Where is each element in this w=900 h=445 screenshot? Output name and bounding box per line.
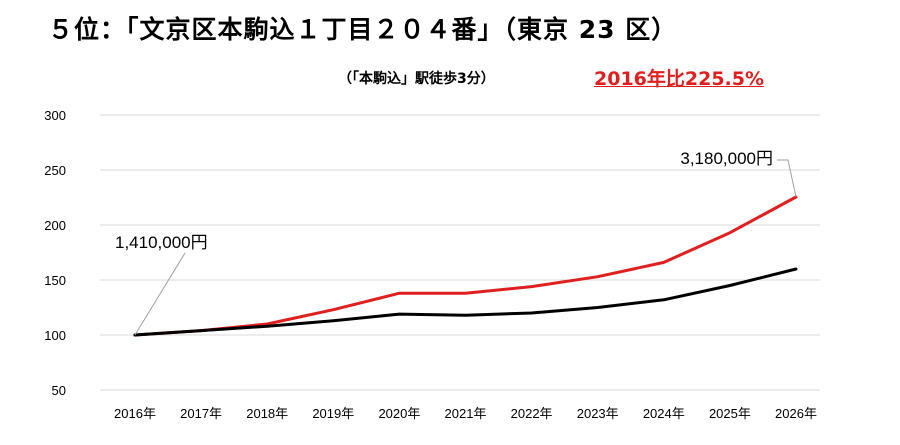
- annotations: 1,410,000円 3,180,000円: [115, 149, 797, 336]
- y-tick-label: 50: [52, 383, 66, 398]
- annotation-leader-end: [777, 159, 797, 198]
- y-tick-label: 300: [44, 108, 66, 123]
- page-title: ５位：「文京区本駒込１丁目２０４番」（東京 23 区）: [48, 15, 678, 44]
- x-tick-label: 2021年: [445, 406, 487, 421]
- x-tick-label: 2019年: [312, 406, 354, 421]
- growth-label: 2016年比225.5%: [594, 68, 765, 90]
- x-tick-label: 2026年: [775, 406, 817, 421]
- x-tick-label: 2018年: [246, 406, 288, 421]
- annotation-end-price: 3,180,000円: [680, 149, 773, 168]
- x-tick-label: 2016年: [114, 406, 156, 421]
- y-tick-label: 150: [44, 273, 66, 288]
- gridlines: [100, 114, 820, 391]
- annotation-start-price: 1,410,000円: [115, 233, 208, 252]
- y-tick-label: 250: [44, 163, 66, 178]
- x-tick-label: 2023年: [577, 406, 619, 421]
- y-axis-ticks: 50 100 150 200 250 300: [44, 108, 66, 398]
- x-tick-label: 2025年: [709, 406, 751, 421]
- location-subtitle: （「本駒込」駅徒歩3分）: [338, 71, 495, 87]
- x-tick-label: 2020年: [378, 406, 420, 421]
- x-tick-label: 2024年: [643, 406, 685, 421]
- series-line-2: [133, 267, 798, 337]
- series-lines: [133, 195, 798, 337]
- x-tick-label: 2022年: [511, 406, 553, 421]
- x-axis-ticks: 2016年 2017年 2018年 2019年 2020年 2021年 2022年 2023年…: [114, 406, 817, 421]
- y-tick-label: 200: [44, 218, 66, 233]
- x-tick-label: 2017年: [180, 406, 222, 421]
- y-tick-label: 100: [44, 328, 66, 343]
- annotation-leader-start: [134, 252, 186, 336]
